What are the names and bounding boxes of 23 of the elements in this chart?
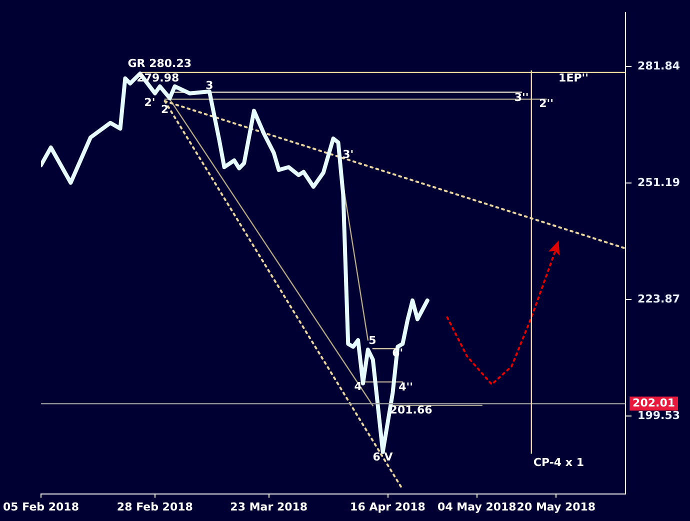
x-tick-label: 23 Mar 2018 [230, 500, 308, 514]
x-tick-label: 05 Feb 2018 [2, 500, 79, 514]
x-tick-label: 04 May 2018 [438, 500, 516, 514]
y-tick-label: 223.87 [638, 292, 680, 306]
x-tick-label: 16 Apr 2018 [350, 500, 426, 514]
x-tick-label: 28 Feb 2018 [116, 500, 193, 514]
annotation: 3 [206, 79, 214, 92]
annotation: 5 [368, 334, 376, 348]
y-tick-label: 199.53 [638, 409, 680, 422]
annotation: 6 V [372, 450, 394, 464]
annotation: 3' [342, 148, 354, 161]
annotation: 4'' [398, 380, 413, 394]
y-tick-label: 281.84 [638, 60, 680, 73]
ref-line-label: CP-4 x 1 [533, 456, 584, 470]
x-tick-label: 20 May 2018 [516, 500, 596, 514]
annotation: 2 [161, 102, 169, 116]
ref-line-label: 202.01 [632, 396, 676, 410]
annotation: 4 [354, 380, 362, 394]
y-tick-label: 251.19 [638, 176, 680, 190]
annotation: 2' [144, 96, 156, 109]
annotation: 2'' [539, 96, 554, 110]
annotation: GR 280.23 [128, 56, 192, 70]
annotation: 1EP'' [558, 71, 589, 84]
